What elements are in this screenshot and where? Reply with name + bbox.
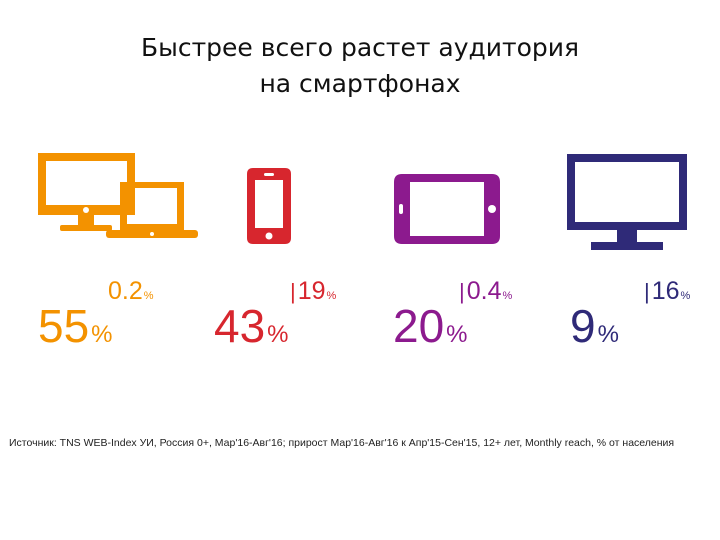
growth-prefix: | (459, 279, 465, 304)
growth-value: 0.4 (466, 277, 502, 305)
share-value: 20 (393, 300, 445, 352)
desktop-laptop-icon (38, 153, 198, 238)
share-unit: % (597, 321, 619, 348)
title-line-2: на смартфонах (259, 69, 461, 98)
share-tablet: 20% (393, 303, 468, 349)
tablet-icon (394, 174, 500, 244)
share-desktop: 55% (38, 303, 113, 349)
growth-unit: % (326, 290, 337, 302)
slide-title: Быстрее всего растет аудитория на смартф… (0, 30, 720, 102)
share-unit: % (91, 321, 113, 348)
growth-tablet: |0.4% (459, 279, 512, 304)
growth-smartphone: |19% (290, 279, 336, 304)
growth-value: 0.2 (108, 277, 143, 305)
growth-unit: % (502, 290, 513, 302)
share-value: 9 (570, 300, 596, 352)
share-unit: % (446, 321, 468, 348)
smartphone-icon (247, 168, 291, 244)
share-value: 55 (38, 300, 90, 352)
growth-unit: % (143, 290, 154, 302)
title-line-1: Быстрее всего растет аудитория (140, 33, 580, 62)
growth-tv: |16% (644, 279, 690, 304)
share-unit: % (267, 321, 289, 348)
growth-prefix: | (290, 279, 296, 304)
share-value: 43 (214, 300, 266, 352)
growth-desktop: 0.2% (108, 279, 154, 304)
growth-value: 16 (651, 277, 680, 305)
share-tv: 9% (570, 303, 619, 349)
share-smartphone: 43% (214, 303, 289, 349)
source-note: Источник: TNS WEB-Index УИ, Россия 0+, М… (9, 437, 675, 449)
growth-value: 19 (297, 277, 326, 305)
growth-unit: % (680, 290, 691, 302)
growth-prefix: | (644, 279, 650, 304)
tv-icon (567, 154, 687, 250)
